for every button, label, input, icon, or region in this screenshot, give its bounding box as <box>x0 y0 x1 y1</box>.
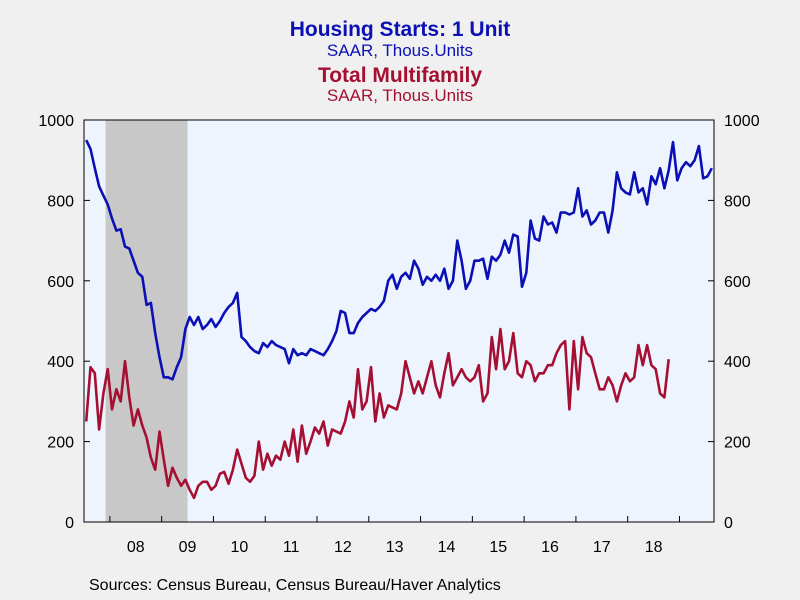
multifamily-series-line <box>84 327 670 500</box>
x-tick-label: 17 <box>593 539 611 556</box>
x-tick-label: 11 <box>283 539 300 556</box>
x-tick-label: 10 <box>230 539 248 556</box>
recession-band <box>105 120 188 522</box>
y-tick-label-left: 400 <box>47 354 74 371</box>
x-tick-label: 12 <box>334 539 352 556</box>
y-tick-label-left: 800 <box>47 193 74 210</box>
plot-frame <box>83 119 715 523</box>
y-tick-label-left: 600 <box>47 274 74 291</box>
x-tick-label: 15 <box>489 539 507 556</box>
y-tick-label-right: 1000 <box>724 113 760 130</box>
x-tick-label: 13 <box>386 539 404 556</box>
single-family-series-line <box>85 139 713 381</box>
source-note: Sources: Census Bureau, Census Bureau/Ha… <box>89 577 501 594</box>
y-tick-label-left: 1000 <box>38 113 74 130</box>
y-tick-label-right: 0 <box>724 515 733 532</box>
x-tick-label: 14 <box>438 539 456 556</box>
y-tick-label-left: 0 <box>65 515 74 532</box>
x-tick-label: 09 <box>179 539 197 556</box>
y-tick-label-left: 200 <box>47 435 74 452</box>
x-tick-label: 16 <box>541 539 559 556</box>
series2-subtitle: SAAR, Thous.Units <box>326 86 474 105</box>
series1-subtitle: SAAR, Thous.Units <box>326 41 474 60</box>
series2-title: Total Multifamily <box>317 64 483 87</box>
series1-title: Housing Starts: 1 Unit <box>289 18 511 41</box>
x-tick-label: 18 <box>645 539 663 556</box>
y-tick-label-right: 600 <box>724 274 751 291</box>
y-tick-label-right: 200 <box>724 435 751 452</box>
y-tick-label-right: 400 <box>724 354 751 371</box>
x-tick-label: 08 <box>127 539 145 556</box>
y-tick-label-right: 800 <box>724 193 751 210</box>
